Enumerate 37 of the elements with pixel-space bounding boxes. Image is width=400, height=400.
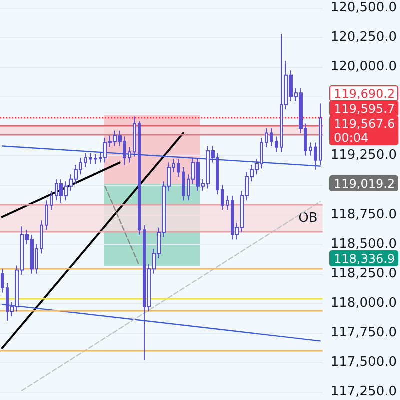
text: 119,019.2	[334, 177, 396, 191]
band-label: OB	[298, 210, 318, 226]
y-tick-label: 120,500.0	[330, 0, 398, 16]
candlestick	[221, 184, 224, 211]
candlestick	[226, 195, 229, 211]
candlestick	[128, 146, 131, 164]
y-tick-label: 120,000.0	[330, 60, 398, 75]
candlestick	[89, 152, 92, 164]
text: 119,567.6 00:04	[334, 117, 396, 145]
candlestick	[275, 136, 278, 153]
candlestick	[177, 158, 180, 178]
y-tick-label: 120,250.0	[330, 30, 398, 46]
y-tick-label: 119,250.0	[330, 148, 398, 164]
candlestick	[45, 200, 48, 231]
candlestick	[1, 268, 4, 294]
y-tick-label: 117,750.0	[330, 325, 398, 340]
candlestick	[84, 152, 87, 168]
candlestick	[265, 128, 268, 148]
candlestick	[319, 103, 322, 166]
y-tick-label: 118,250.0	[330, 266, 398, 282]
candlestick	[309, 142, 312, 156]
y-tick-label: 118,000.0	[330, 296, 398, 311]
y-tick-label: 118,750.0	[330, 207, 398, 222]
candlestick	[133, 116, 136, 158]
candlestick	[314, 142, 317, 170]
candlestick	[94, 154, 97, 164]
candlestick	[50, 190, 53, 211]
y-tick-label: 117,500.0	[330, 354, 398, 370]
candlestick	[138, 120, 141, 236]
candlestick	[270, 128, 273, 147]
candlestick	[182, 167, 185, 202]
y-tick-label: 118,500.0	[330, 236, 398, 252]
text: 119,690.2	[334, 87, 396, 101]
candlestick	[40, 220, 43, 254]
text: 118,336.9	[334, 252, 396, 266]
text: 119,595.7	[334, 102, 396, 116]
y-tick-label: 117,250.0	[330, 384, 398, 400]
